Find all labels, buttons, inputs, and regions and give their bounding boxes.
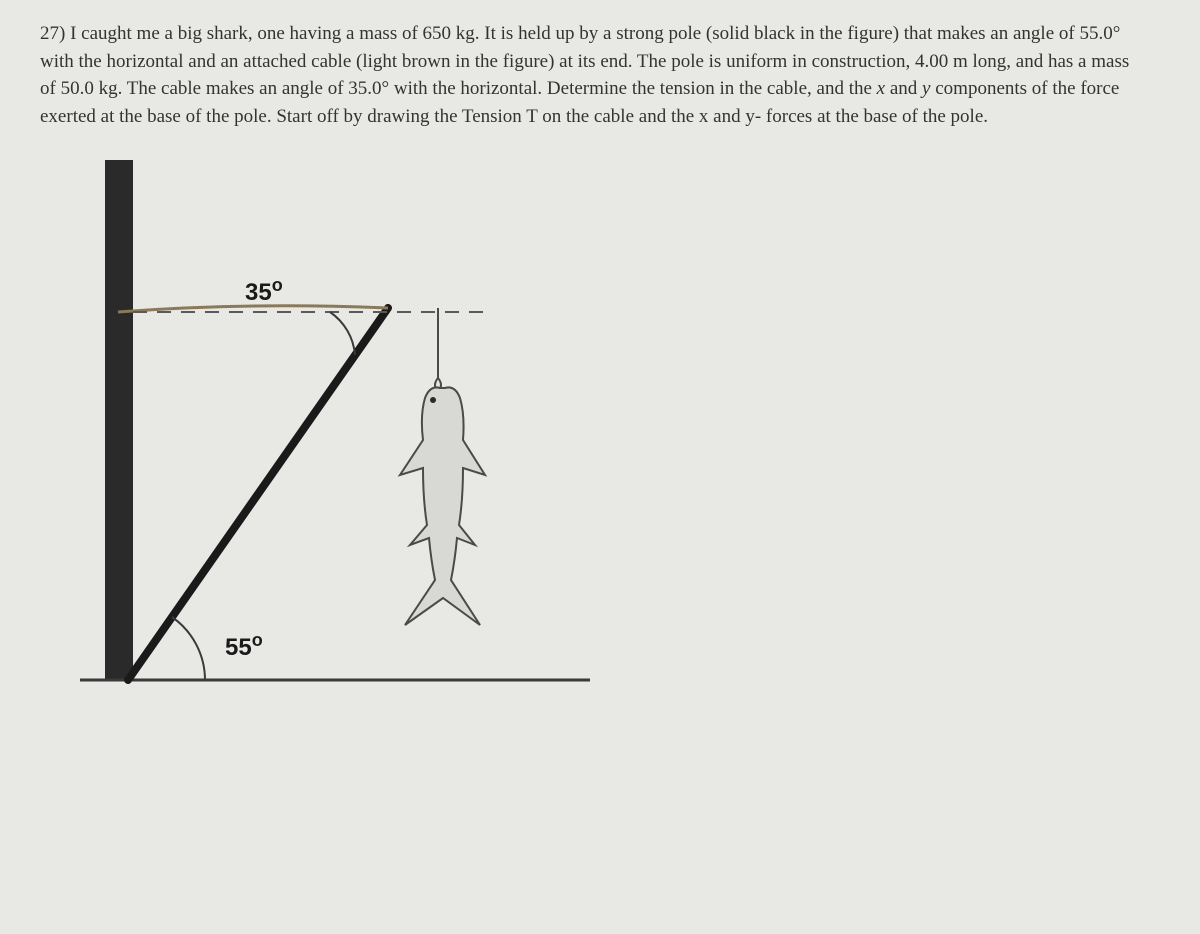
- diagram-svg: [70, 160, 620, 710]
- problem-body-2: and: [885, 78, 922, 99]
- angle-35-value: 35: [245, 279, 272, 306]
- shark-body: [400, 388, 485, 626]
- vertical-post: [105, 160, 133, 680]
- arc-55: [172, 617, 205, 680]
- angle-label-35: 35o: [245, 275, 283, 307]
- pole: [128, 308, 388, 680]
- angle-label-55: 55o: [225, 630, 263, 662]
- angle-55-value: 55: [225, 634, 252, 661]
- arc-35: [330, 312, 355, 355]
- degree-symbol-2: o: [252, 630, 263, 650]
- shark-eye: [430, 397, 436, 403]
- italic-x: x: [877, 78, 885, 99]
- degree-symbol-1: o: [272, 275, 283, 295]
- shark-drawing: [385, 380, 525, 640]
- problem-number: 27): [40, 23, 65, 44]
- physics-diagram: 35o 55o: [70, 160, 620, 710]
- problem-text: 27) I caught me a big shark, one having …: [40, 20, 1140, 130]
